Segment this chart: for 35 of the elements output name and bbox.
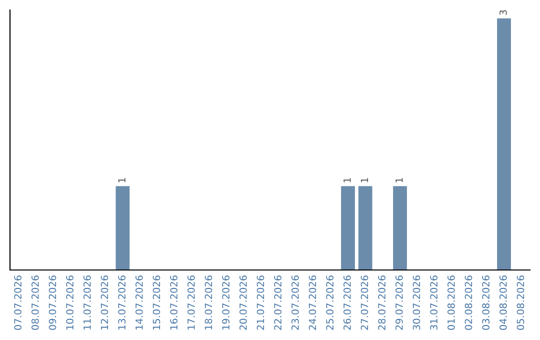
- data-label: 3: [499, 10, 507, 15]
- x-tick-label: 25.07.2026: [326, 275, 334, 330]
- x-tick-label: 13.07.2026: [118, 275, 126, 330]
- x-tick-label: 19.07.2026: [222, 275, 230, 330]
- x-tick-label: 20.07.2026: [239, 275, 247, 330]
- data-label: 1: [118, 178, 126, 182]
- x-tick-label: 12.07.2026: [100, 275, 108, 330]
- x-tick-label: 01.08.2026: [447, 275, 455, 330]
- x-tick-label: 27.07.2026: [360, 275, 368, 330]
- x-tick-label: 07.07.2026: [14, 275, 22, 330]
- data-label: 1: [396, 178, 403, 182]
- x-tick-label: 04.08.2026: [499, 275, 507, 330]
- x-tick-label: 23.07.2026: [291, 275, 299, 330]
- x-tick-label: 28.07.2026: [378, 275, 386, 330]
- x-tick-label: 26.07.2026: [343, 275, 351, 330]
- x-tick-label: 02.08.2026: [464, 275, 472, 330]
- x-tick-label: 29.07.2026: [395, 275, 403, 330]
- x-tick-label: 22.07.2026: [274, 275, 282, 330]
- x-tick-label: 15.07.2026: [152, 275, 160, 330]
- x-tick-label: 16.07.2026: [170, 275, 178, 330]
- x-tick-label: 03.08.2026: [482, 275, 490, 330]
- x-tick-label: 08.07.2026: [31, 275, 39, 330]
- x-tick-label: 11.07.2026: [83, 275, 91, 330]
- x-tick-label: 31.07.2026: [430, 275, 438, 330]
- x-tick-label: 24.07.2026: [308, 275, 316, 330]
- x-tick-label: 10.07.2026: [66, 275, 74, 330]
- x-tick-label: 21.07.2026: [256, 275, 264, 330]
- x-tick-label: 09.07.2026: [48, 275, 56, 330]
- x-tick-label: 18.07.2026: [204, 275, 212, 330]
- x-tick-label: 17.07.2026: [187, 275, 195, 330]
- x-tick-label: 30.07.2026: [412, 275, 420, 330]
- data-label: 1: [360, 178, 368, 182]
- x-tick-label: 05.08.2026: [516, 275, 524, 330]
- x-tick-label: 14.07.2026: [135, 275, 143, 330]
- data-label: 1: [344, 178, 351, 182]
